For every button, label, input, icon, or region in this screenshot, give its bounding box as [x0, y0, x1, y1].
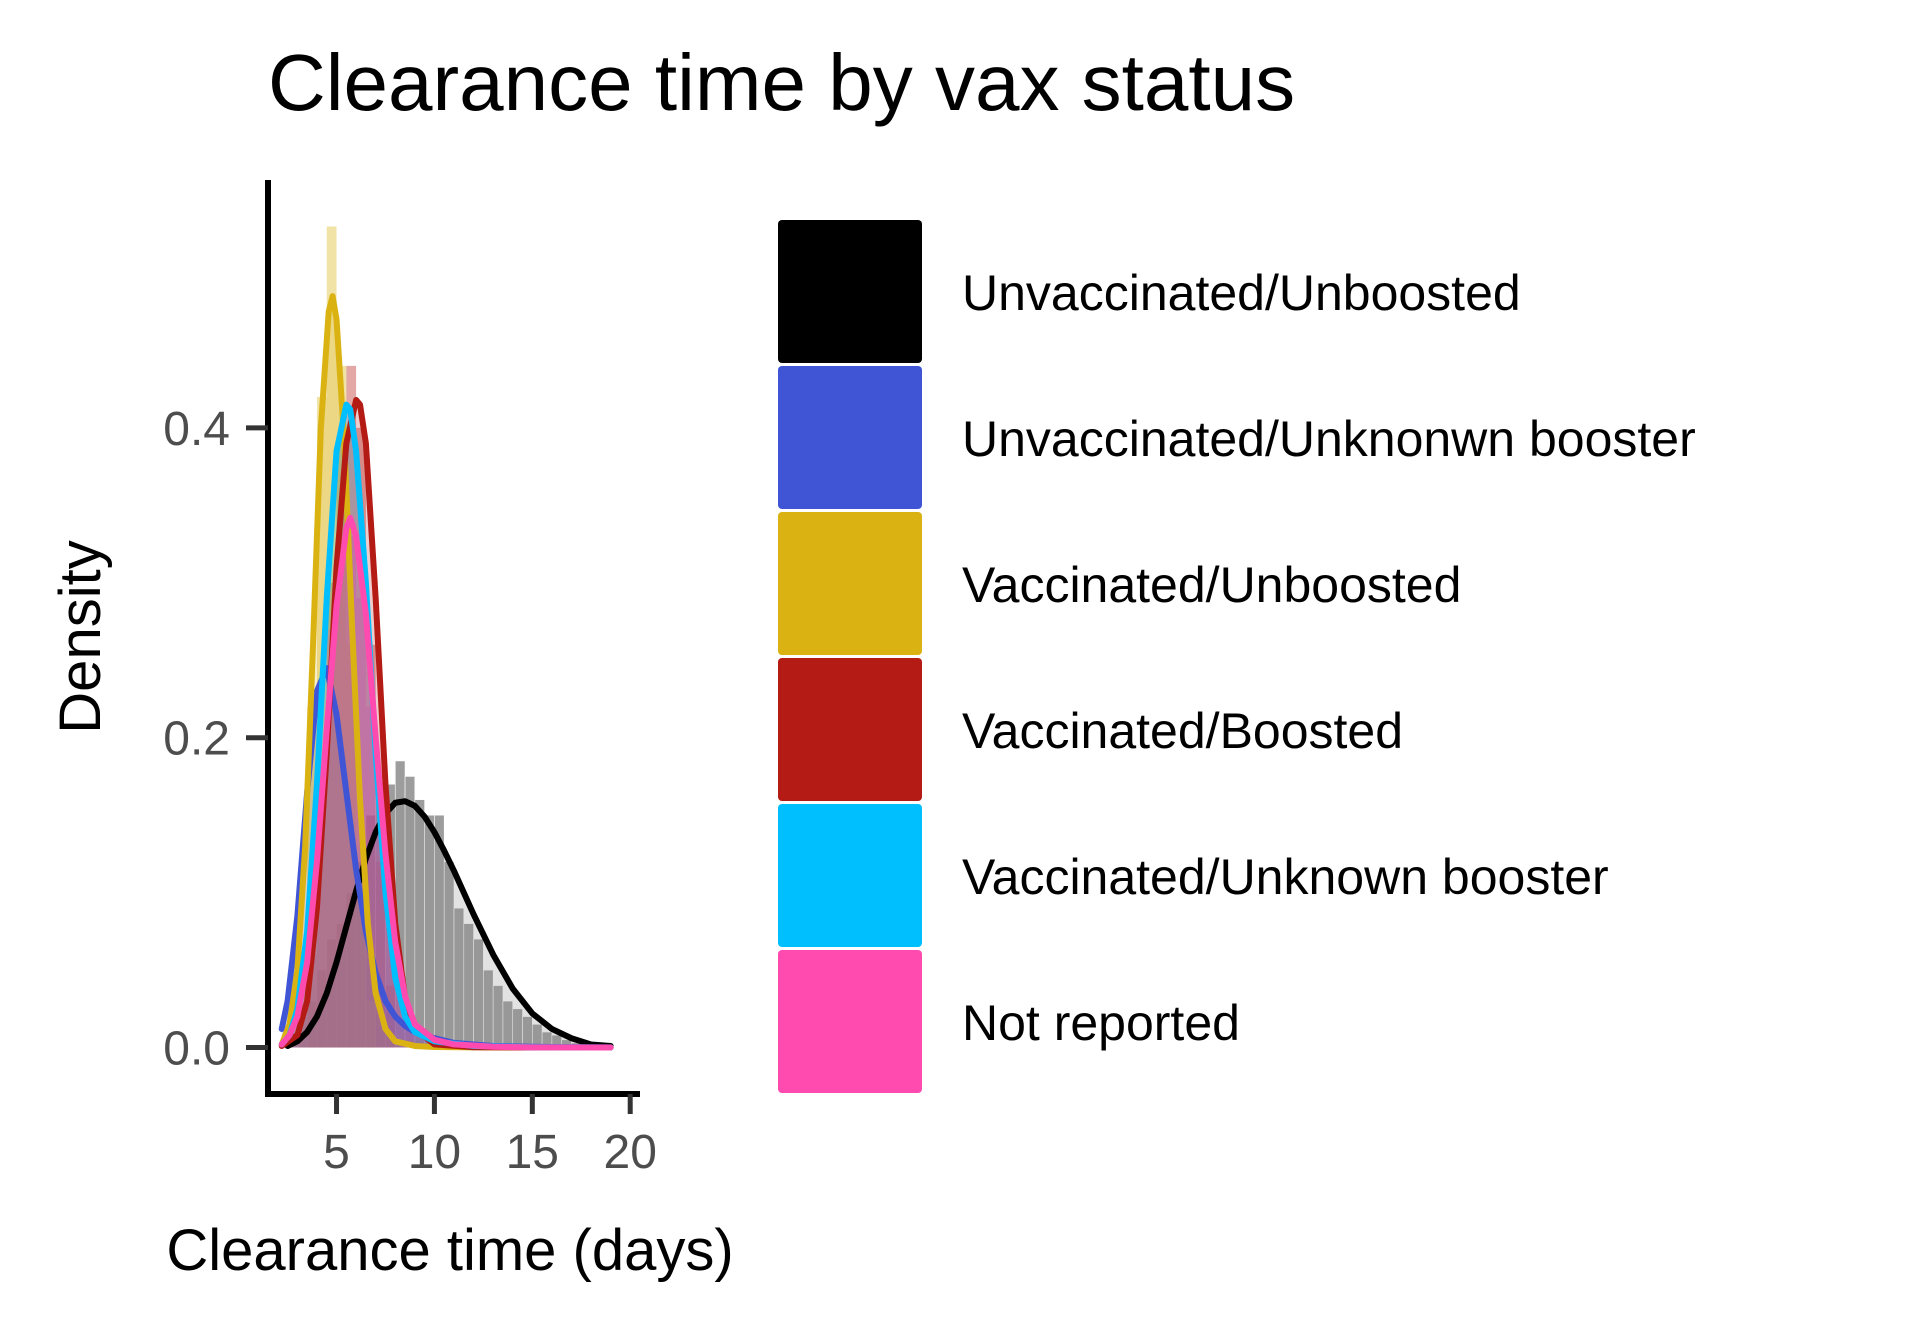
density-area-1 — [281, 667, 611, 1048]
y-tick-label-0: 0.0 — [163, 1023, 230, 1076]
legend-label-0: Unvaccinated/Unboosted — [962, 265, 1521, 321]
hist-bar-3-4 — [326, 629, 337, 1048]
hist-bar-1-1 — [316, 799, 327, 1048]
hist-bar-1-4 — [346, 365, 357, 1048]
x-axis-ticks: 5 10 15 20 — [323, 1094, 657, 1179]
legend-label-2: Vaccinated/Unboosted — [962, 557, 1461, 613]
legend-label-1: Unvaccinated/Unknonwn booster — [962, 411, 1696, 467]
density-area-2 — [281, 296, 611, 1048]
hist-bar-1-2 — [326, 582, 337, 1048]
legend-key-4 — [778, 804, 922, 947]
density-line-0 — [284, 798, 614, 1049]
legend-key-5 — [778, 950, 922, 1093]
legend-label-4: Vaccinated/Unknown booster — [962, 849, 1609, 905]
hist-bar-1-7 — [375, 861, 386, 1048]
hist-bar-3-3 — [316, 768, 327, 1048]
hist-bar-3-6 — [346, 536, 357, 1048]
density-area-0 — [287, 801, 611, 1048]
legend-key-0 — [778, 220, 922, 363]
legend-key-3 — [778, 658, 922, 801]
hist-bar-2-7 — [365, 1001, 376, 1048]
hist-bar-3-10 — [385, 923, 396, 1048]
legend-label-3: Vaccinated/Boosted — [962, 703, 1403, 759]
y-axis-title: Density — [48, 540, 113, 733]
x-tick-label-1: 10 — [408, 1126, 461, 1179]
legend-key-1 — [778, 366, 922, 509]
y-axis-ticks: 0.0 0.2 0.4 — [163, 403, 268, 1076]
density-curves — [278, 293, 614, 1051]
hist-bar-1-8 — [385, 985, 396, 1048]
density-line-3 — [278, 396, 614, 1051]
legend-key-2 — [778, 512, 922, 655]
x-tick-label-0: 5 — [323, 1126, 350, 1179]
hist-bar-2-6 — [356, 892, 366, 1048]
density-line-5 — [278, 514, 614, 1051]
density-line-2 — [278, 293, 614, 1051]
hist-bar-2-4 — [336, 365, 347, 1048]
hist-bar-1-5 — [356, 427, 366, 1048]
y-tick-label-1: 0.2 — [163, 713, 230, 766]
hist-bar-3-5 — [336, 551, 347, 1048]
x-tick-label-2: 15 — [506, 1126, 559, 1179]
x-axis-title: Clearance time (days) — [166, 1218, 733, 1283]
hist-bar-3-11 — [395, 985, 406, 1048]
legend: Unvaccinated/Unboosted Unvaccinated/Unkno… — [778, 220, 1696, 1093]
hist-bar-1-0 — [307, 954, 317, 1048]
chart-title: Clearance time by vax status — [268, 38, 1295, 127]
hist-bar-3-8 — [365, 706, 376, 1048]
hist-bar-3-9 — [375, 830, 386, 1048]
y-tick-label-2: 0.4 — [163, 403, 230, 456]
x-tick-label-3: 20 — [604, 1126, 657, 1179]
legend-label-5: Not reported — [962, 995, 1240, 1051]
